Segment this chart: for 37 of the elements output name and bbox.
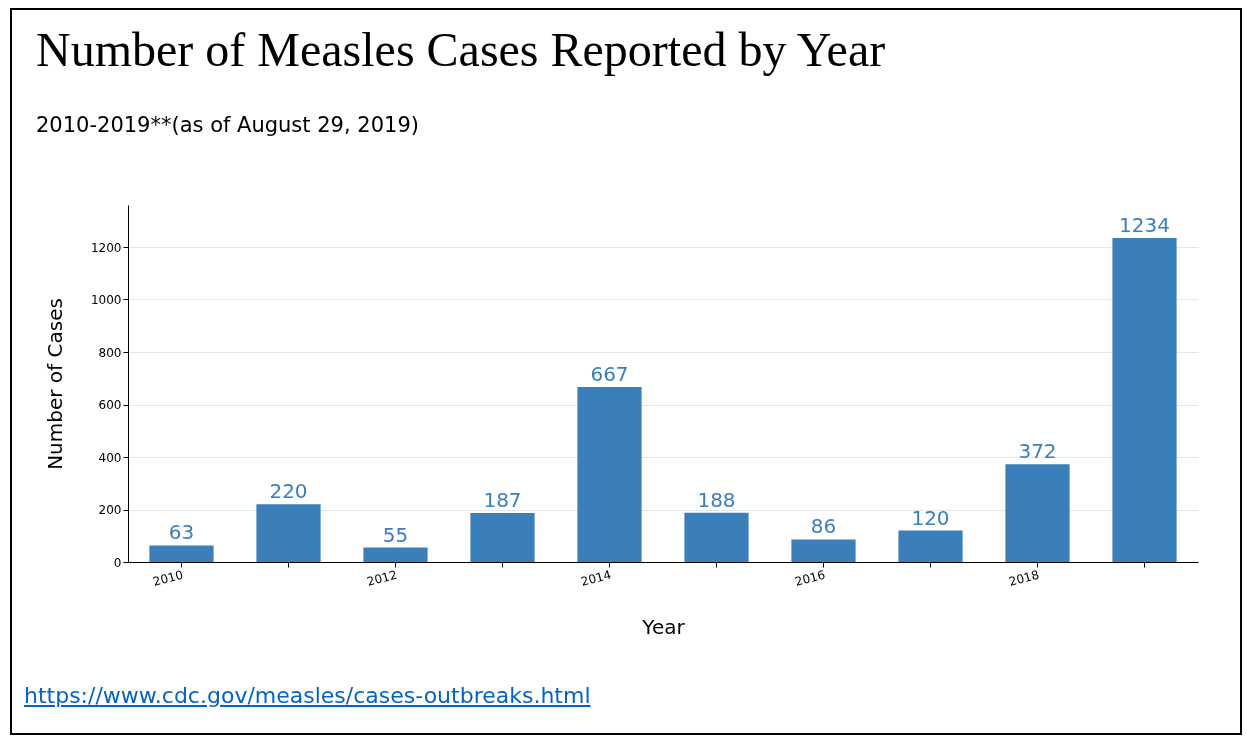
data-label: 667 [590, 361, 629, 386]
x-tick-label: 2018 [1007, 567, 1041, 589]
data-label: 372 [1018, 439, 1057, 464]
x-tick-label: 2016 [793, 567, 827, 589]
data-label: 1234 [1119, 213, 1170, 238]
chart-subtitle: 2010-2019**(as of August 29, 2019) [36, 113, 419, 137]
bar [149, 545, 214, 562]
data-label: 187 [483, 487, 522, 512]
bar [470, 512, 535, 562]
bar [684, 512, 749, 562]
chart-title: Number of Measles Cases Reported by Year [36, 22, 886, 77]
y-tick-label: 800 [98, 345, 122, 360]
data-label: 55 [382, 522, 409, 547]
x-tick-label: 2012 [365, 567, 399, 589]
x-tick-label: 2010 [151, 567, 185, 589]
bar [256, 504, 321, 562]
y-tick-label: 200 [98, 503, 122, 517]
bar [1112, 238, 1177, 562]
data-label: 188 [697, 487, 736, 512]
x-tick-label: 2014 [579, 567, 613, 589]
y-tick-label: 1000 [90, 293, 122, 307]
bar [363, 547, 428, 562]
y-tick-label: 600 [98, 398, 122, 412]
data-label: 220 [269, 479, 308, 504]
y-tick-label: 0 [113, 555, 122, 570]
y-tick-label: 400 [98, 450, 122, 465]
bar [1005, 464, 1070, 562]
bar [577, 386, 642, 562]
y-tick-label: 1200 [90, 240, 122, 255]
data-label: 120 [911, 505, 950, 530]
data-label: 63 [168, 520, 195, 545]
x-axis-title: Year [641, 615, 686, 640]
bar [791, 539, 856, 562]
data-label: 86 [810, 514, 837, 539]
bar [898, 530, 963, 562]
y-axis-title: Number of Cases [42, 298, 67, 470]
text: https://www.cdc.gov/measles/cases-outbreaks.html [24, 683, 591, 708]
